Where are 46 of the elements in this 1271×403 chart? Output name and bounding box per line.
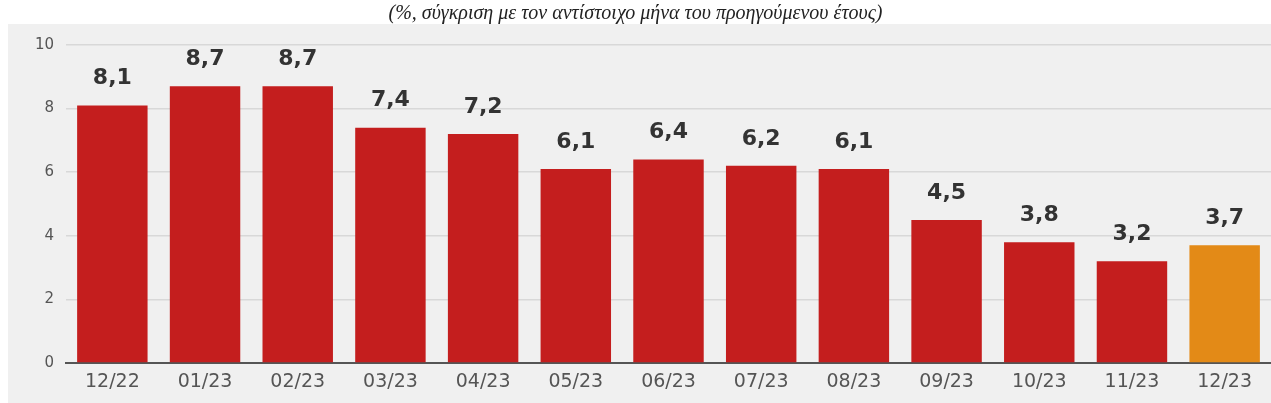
data-label: 4,5	[927, 178, 967, 204]
data-label: 3,8	[1019, 200, 1059, 226]
bar	[818, 169, 890, 363]
data-label: 6,4	[649, 118, 688, 144]
data-label: 7,4	[370, 86, 410, 112]
x-tick-label: 09/23	[919, 369, 974, 392]
x-tick-label: 06/23	[641, 369, 696, 392]
bar	[1004, 242, 1075, 363]
chart-subtitle: (%, σύγκριση με τον αντίστοιχο μήνα του προηγούμενου έτους)	[387, 0, 884, 24]
y-tick-label: 6	[44, 162, 54, 181]
data-label: 6,1	[556, 127, 596, 153]
bar	[77, 105, 148, 363]
data-label: 6,2	[741, 124, 781, 150]
data-label: 8,7	[278, 45, 318, 71]
x-tick-label: 07/23	[733, 369, 789, 392]
data-label: 8,1	[92, 64, 132, 90]
bar	[633, 159, 704, 363]
x-tick-label: 11/23	[1104, 369, 1160, 392]
y-tick-label: 4	[44, 225, 54, 244]
x-tick-label: 08/23	[826, 369, 882, 392]
data-label: 7,2	[463, 92, 503, 118]
x-tick-label: 02/23	[270, 369, 326, 392]
y-tick-label: 8	[44, 98, 54, 117]
bar	[355, 127, 426, 363]
data-label: 6,1	[834, 127, 874, 153]
x-tick-label: 12/23	[1197, 369, 1253, 392]
x-tick-label: 10/23	[1011, 369, 1067, 392]
y-tick-label: 2	[44, 289, 54, 308]
bar	[262, 86, 333, 363]
y-tick-label: 10	[34, 34, 54, 53]
x-tick-label: 03/23	[363, 369, 418, 392]
x-tick-label: 12/22	[84, 369, 140, 392]
bar	[540, 169, 612, 363]
bar	[1096, 261, 1168, 363]
x-tick-label: 05/23	[548, 369, 604, 392]
y-tick-label: 0	[44, 352, 54, 371]
data-label: 3,7	[1205, 204, 1245, 230]
data-label: 8,7	[185, 45, 225, 71]
x-tick-label: 04/23	[455, 369, 511, 392]
bar	[725, 165, 797, 363]
data-label: 3,2	[1112, 219, 1152, 245]
bar	[911, 219, 982, 363]
bar	[447, 134, 519, 363]
bar	[169, 86, 241, 363]
bar	[1189, 245, 1260, 363]
x-tick-label: 01/23	[177, 369, 233, 392]
